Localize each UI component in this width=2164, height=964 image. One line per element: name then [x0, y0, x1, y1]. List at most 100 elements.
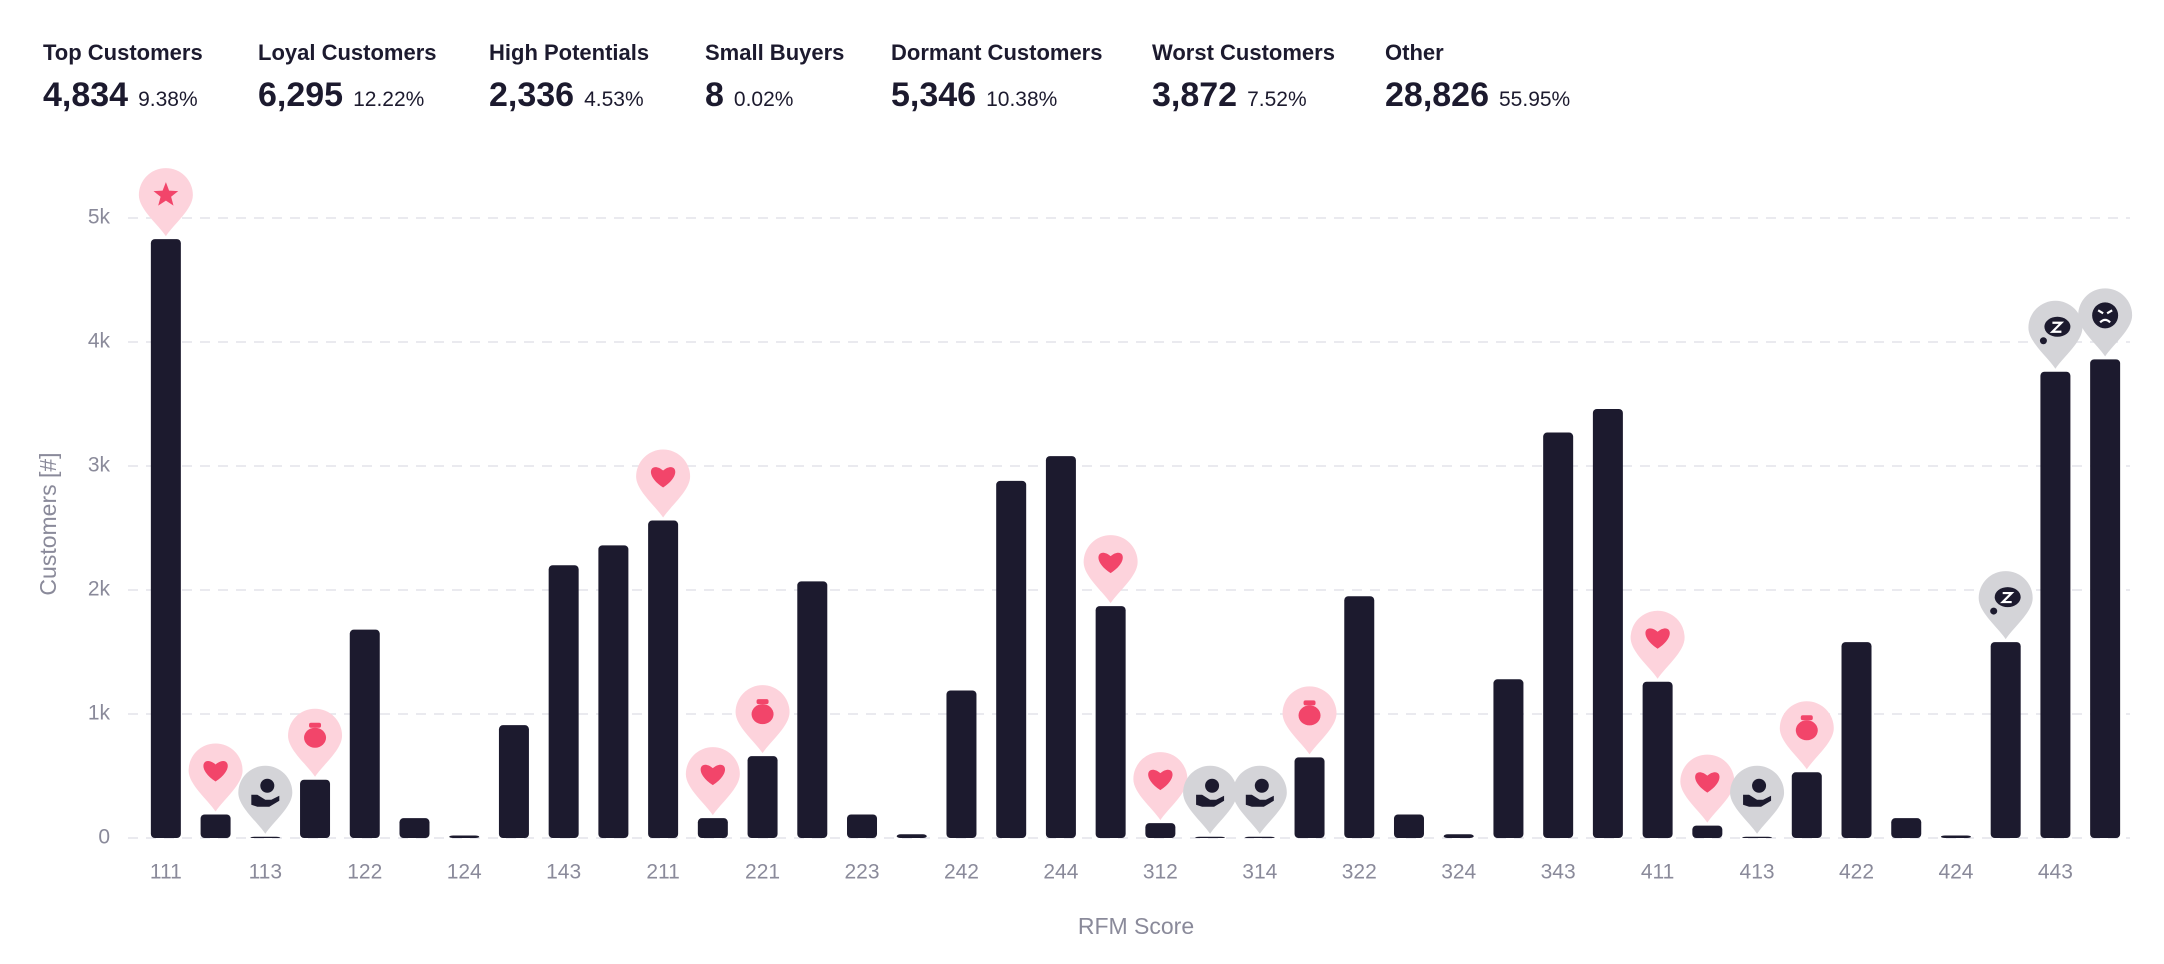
- segment-percent: 9.38%: [138, 88, 198, 111]
- summary-item: High Potentials 2,336 4.53%: [489, 40, 649, 115]
- x-tick-label: 113: [249, 861, 282, 884]
- bar: [349, 629, 380, 838]
- summary-item: Top Customers 4,834 9.38%: [43, 40, 203, 115]
- x-tick-label: 122: [347, 861, 382, 884]
- icon-bag: [1298, 705, 1321, 726]
- segment-name: High Potentials: [489, 40, 650, 65]
- bar: [498, 725, 529, 838]
- x-tick-label: 343: [1541, 861, 1576, 884]
- segment-stats: 6,295 12.22%: [258, 76, 437, 115]
- bar: [1891, 818, 1922, 838]
- bar: [1294, 757, 1325, 838]
- bar: [747, 756, 778, 838]
- bar: [996, 480, 1027, 838]
- bar: [1791, 772, 1822, 838]
- segment-name: Dormant Customers: [891, 40, 1103, 65]
- summary-item: Dormant Customers 5,346 10.38%: [891, 40, 1102, 115]
- x-tick-label: 143: [546, 861, 581, 884]
- bar: [1841, 642, 1872, 838]
- bar: [1443, 834, 1474, 838]
- icon-z: [2049, 321, 2065, 333]
- segment-percent: 55.95%: [1499, 88, 1571, 111]
- x-tick-label: 424: [1938, 861, 1973, 884]
- summary-item: Worst Customers 3,872 7.52%: [1152, 40, 1335, 115]
- icon-heart: [1148, 769, 1173, 791]
- bar: [548, 565, 579, 838]
- y-tick-label: 2k: [88, 578, 111, 601]
- segment-count: 2,336: [489, 76, 575, 114]
- y-tick-label: 4k: [88, 330, 111, 353]
- bar: [1244, 836, 1275, 838]
- icon-bag: [304, 727, 327, 748]
- segment-count: 5,346: [891, 76, 977, 114]
- bar: [797, 581, 828, 838]
- segment-count: 28,826: [1385, 76, 1489, 114]
- segment-count: 8: [705, 76, 724, 114]
- icon-heart: [700, 764, 726, 786]
- icon-coin: [1205, 778, 1220, 793]
- segment-percent: 12.22%: [353, 88, 425, 111]
- bar: [1045, 456, 1076, 838]
- marker-pin: [735, 685, 790, 754]
- bar: [1095, 606, 1126, 838]
- bar: [1592, 408, 1623, 838]
- segment-percent: 4.53%: [584, 88, 644, 111]
- segment-name: Small Buyers: [705, 40, 845, 65]
- summary-item: Small Buyers 8 0.02%: [705, 40, 844, 115]
- marker-pin: [1978, 571, 2033, 640]
- icon-heart: [1098, 552, 1123, 574]
- x-tick-label: 223: [844, 861, 879, 884]
- x-tick-label: 443: [2038, 861, 2073, 884]
- bar: [1940, 835, 1971, 838]
- x-tick-label: 312: [1143, 861, 1178, 884]
- icon-hand: [251, 794, 280, 807]
- marker-pin: [1282, 686, 1337, 755]
- marker-pin: [138, 168, 193, 237]
- bar: [1195, 836, 1226, 838]
- bar: [847, 814, 878, 838]
- segment-stats: 4,834 9.38%: [43, 76, 203, 115]
- icon-hand: [1743, 794, 1772, 807]
- bar: [1493, 679, 1524, 838]
- icon-heart: [650, 467, 676, 488]
- icon-heart: [1695, 772, 1720, 793]
- segment-percent: 10.38%: [986, 88, 1058, 111]
- x-tick-label: 124: [447, 861, 482, 884]
- marker-pin: [1232, 765, 1287, 834]
- segment-stats: 2,336 4.53%: [489, 76, 649, 115]
- x-tick-label: 413: [1740, 861, 1775, 884]
- segment-stats: 8 0.02%: [705, 76, 844, 115]
- x-tick-label: 221: [745, 861, 780, 884]
- icon-face: [2092, 302, 2119, 329]
- bar: [2040, 371, 2071, 838]
- segment-name: Top Customers: [43, 40, 203, 65]
- bar: [150, 239, 181, 838]
- segment-stats: 3,872 7.52%: [1152, 76, 1335, 115]
- bar: [1543, 432, 1574, 838]
- bar: [399, 818, 430, 838]
- marker-pin: [1730, 765, 1785, 834]
- icon-bag-top: [1800, 715, 1813, 721]
- summary-item: Loyal Customers 6,295 12.22%: [258, 40, 437, 115]
- bar: [1393, 814, 1424, 838]
- bar: [648, 520, 679, 838]
- icon-z: [2000, 591, 2015, 604]
- marker-pin: [636, 449, 691, 518]
- bar: [1145, 823, 1176, 838]
- summary-item: Other 28,826 55.95%: [1385, 40, 1570, 115]
- segment-percent: 7.52%: [1247, 88, 1307, 111]
- icon-heart: [1645, 628, 1670, 649]
- marker-pin: [1779, 701, 1834, 770]
- segment-count: 6,295: [258, 76, 344, 114]
- bar: [946, 690, 977, 838]
- y-tick-label: 3k: [88, 454, 111, 477]
- y-tick-label: 5k: [88, 206, 111, 229]
- icon-dot: [2039, 337, 2047, 345]
- marker-pin: [2028, 300, 2083, 369]
- icon-star: [153, 182, 179, 206]
- bar: [598, 545, 629, 838]
- x-tick-label: 324: [1441, 861, 1476, 884]
- y-tick-label: 0: [98, 826, 110, 849]
- icon-bag-top: [756, 699, 769, 705]
